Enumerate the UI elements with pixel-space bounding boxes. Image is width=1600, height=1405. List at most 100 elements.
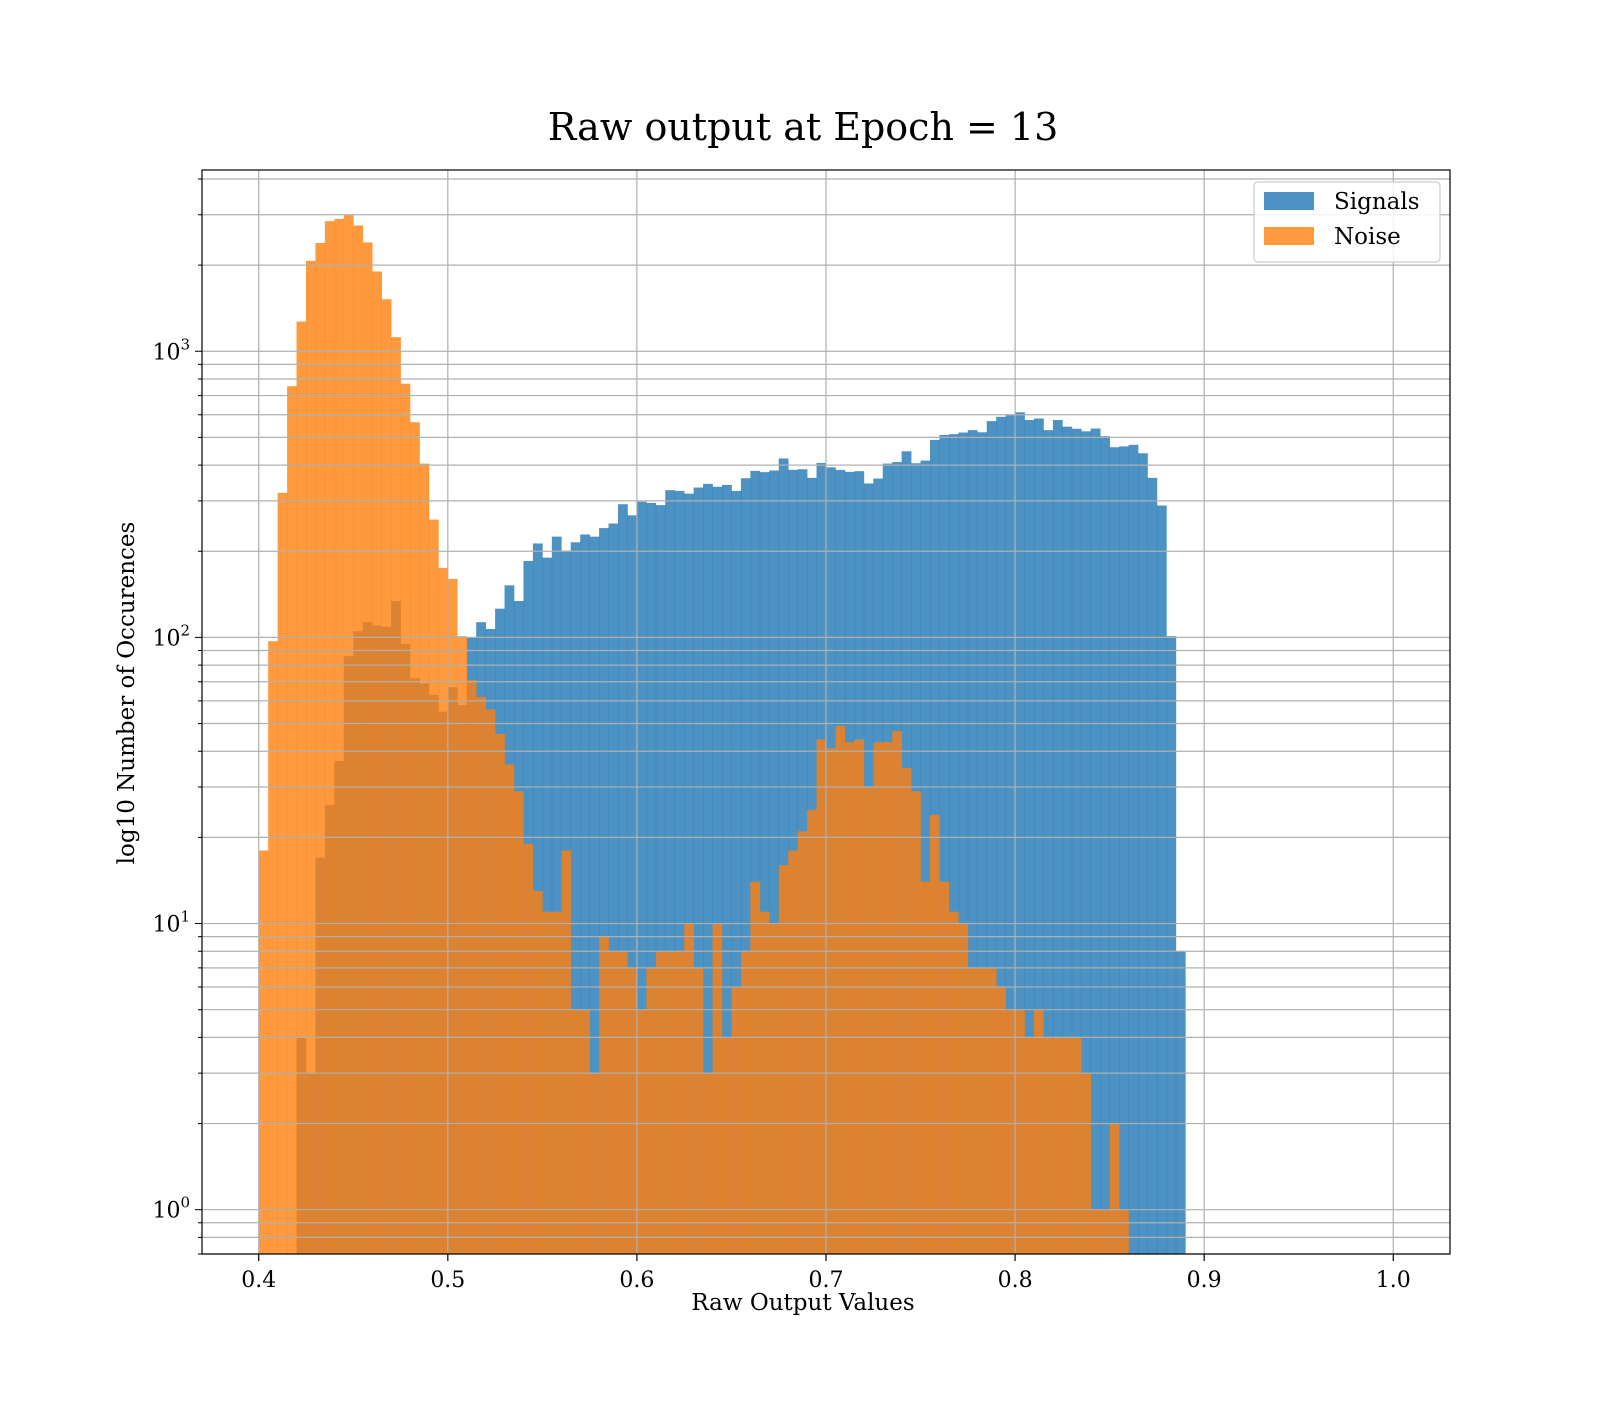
bar-noise-36 (599, 936, 609, 1254)
bar-noise-50 (731, 987, 742, 1254)
legend-swatch-noise (1264, 227, 1314, 245)
bar-noise-85 (1062, 1037, 1073, 1254)
bar-noise-19 (438, 567, 449, 1254)
bar-signals-97 (1175, 951, 1186, 1254)
chart-title: Raw output at Epoch = 13 (548, 105, 1059, 149)
bar-signals-88 (1090, 428, 1101, 1254)
x-tick-label: 0.6 (619, 1268, 654, 1293)
x-tick-label: 0.5 (430, 1268, 465, 1293)
series-noise-bars (258, 215, 1129, 1254)
bar-signals-93 (1138, 453, 1148, 1254)
bar-noise-40 (636, 1009, 647, 1254)
bar-noise-42 (655, 951, 666, 1254)
bar-noise-70 (920, 881, 931, 1254)
bar-noise-68 (901, 767, 912, 1254)
bar-noise-35 (589, 1073, 600, 1254)
bar-noise-30 (542, 911, 553, 1254)
bar-signals-47 (703, 483, 713, 1254)
bar-noise-52 (750, 881, 761, 1254)
bar-signals-46 (693, 487, 704, 1254)
bar-signals-85 (1062, 426, 1073, 1254)
bar-noise-56 (788, 850, 798, 1254)
bar-noise-46 (693, 967, 704, 1254)
bar-noise-58 (807, 809, 817, 1254)
bar-signals-95 (1156, 505, 1167, 1254)
bar-signals-37 (608, 523, 619, 1254)
bar-noise-16 (410, 422, 420, 1254)
bar-signals-45 (684, 493, 694, 1254)
bar-signals-31 (551, 536, 562, 1254)
bar-signals-74 (958, 432, 969, 1254)
bar-noise-57 (797, 831, 808, 1254)
bar-noise-28 (523, 843, 534, 1254)
bar-noise-12 (372, 271, 382, 1254)
x-tick-label: 0.4 (241, 1268, 276, 1293)
bar-signals-51 (740, 478, 751, 1254)
bar-noise-23 (476, 696, 486, 1254)
bar-signals-42 (655, 505, 666, 1254)
bar-noise-88 (1090, 1209, 1101, 1254)
bar-signals-30 (542, 557, 553, 1254)
x-tick-label: 0.9 (1187, 1268, 1222, 1293)
bar-noise-65 (873, 742, 884, 1254)
bar-signals-55 (778, 458, 789, 1254)
bar-noise-0 (258, 850, 269, 1254)
bar-signals-94 (1147, 477, 1158, 1254)
bar-signals-76 (977, 432, 988, 1254)
bar-signals-78 (996, 416, 1006, 1254)
bar-noise-13 (381, 299, 392, 1254)
bars-group (258, 215, 1186, 1254)
bar-noise-2 (277, 492, 288, 1254)
bar-noise-21 (457, 636, 468, 1254)
bar-signals-38 (618, 504, 628, 1254)
plot-area: 0.4 0.5 0.6 0.7 0.8 0.9 1.0 100 101 102 103 Signals… (152, 169, 1451, 1293)
bar-signals-83 (1043, 430, 1054, 1254)
bar-signals-91 (1119, 446, 1129, 1254)
bar-noise-54 (769, 923, 780, 1254)
bar-noise-72 (939, 881, 950, 1254)
bar-signals-96 (1166, 636, 1177, 1254)
bar-signals-73 (948, 434, 959, 1254)
bar-noise-74 (958, 923, 969, 1254)
bar-signals-72 (939, 434, 950, 1254)
bar-noise-34 (580, 1009, 590, 1254)
bar-noise-61 (835, 726, 846, 1254)
bar-noise-47 (703, 1073, 713, 1254)
y-tick-label: 103 (152, 335, 190, 365)
bar-noise-39 (627, 967, 638, 1254)
bar-noise-86 (1071, 1037, 1082, 1254)
y-tick-label: 100 (152, 1194, 190, 1224)
bar-signals-52 (750, 470, 761, 1254)
bar-signals-49 (722, 484, 732, 1254)
bar-signals-75 (967, 430, 978, 1254)
bar-noise-10 (353, 225, 364, 1254)
bar-noise-59 (816, 739, 827, 1254)
bar-signals-54 (769, 470, 780, 1254)
bar-noise-84 (1052, 1037, 1063, 1254)
bar-noise-45 (684, 923, 694, 1254)
bar-noise-89 (1100, 1209, 1110, 1254)
bar-signals-87 (1081, 431, 1092, 1254)
bar-noise-49 (722, 1037, 732, 1254)
bar-noise-82 (1034, 1009, 1044, 1254)
bar-noise-77 (986, 967, 997, 1254)
bar-signals-36 (599, 528, 609, 1254)
bar-signals-53 (759, 472, 770, 1254)
bar-signals-90 (1109, 447, 1120, 1254)
bar-signals-34 (580, 534, 590, 1254)
bar-noise-7 (324, 221, 335, 1254)
bar-noise-44 (674, 951, 685, 1254)
bar-noise-53 (759, 911, 770, 1254)
bar-noise-90 (1109, 1123, 1120, 1254)
bar-signals-82 (1034, 418, 1044, 1254)
bar-noise-38 (618, 951, 628, 1254)
bar-signals-50 (731, 490, 742, 1254)
bar-noise-67 (892, 731, 902, 1254)
y-tick-label: 101 (152, 908, 190, 938)
bar-noise-18 (428, 519, 439, 1254)
bar-signals-70 (920, 460, 931, 1254)
bar-noise-62 (844, 742, 855, 1254)
grid-lines (202, 170, 1450, 1255)
